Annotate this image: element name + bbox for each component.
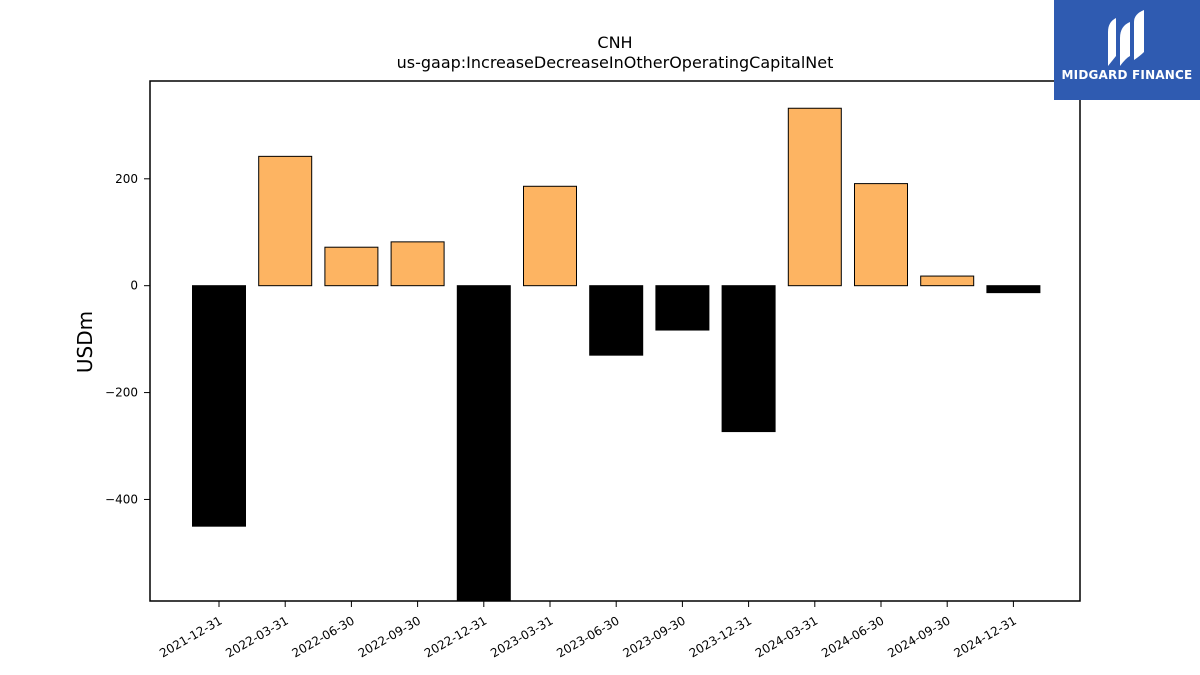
x-tick-label: 2023-03-31 (488, 613, 555, 660)
x-tick-label: 2024-09-30 (885, 613, 952, 660)
x-tick-label: 2022-12-31 (422, 613, 489, 660)
x-tick-label: 2022-09-30 (356, 613, 423, 660)
bar-2022-12-31 (456, 285, 511, 602)
x-tick-label: 2022-06-30 (289, 613, 356, 660)
x-tick-label: 2021-12-31 (157, 613, 224, 660)
bar-2022-03-31 (258, 155, 313, 287)
bar-2022-06-30 (324, 246, 379, 287)
y-axis-label: USDm (73, 311, 97, 373)
bar-2023-03-31 (523, 185, 577, 287)
y-axis-ticks: −400 −200 0 200 (105, 172, 150, 506)
brand-logo-text: MIDGARD FINANCE (1061, 68, 1193, 82)
x-tick-label: 2022-03-31 (223, 613, 290, 660)
bar-2024-06-30 (854, 183, 908, 287)
bar-2024-12-31 (986, 285, 1041, 294)
y-tick-label: 200 (115, 172, 138, 186)
x-tick-label: 2024-03-31 (753, 613, 820, 660)
bar-2024-03-31 (787, 107, 842, 287)
x-tick-label: 2023-09-30 (620, 613, 687, 660)
y-tick-label: −400 (105, 492, 138, 506)
chart-subtitle: us-gaap:IncreaseDecreaseInOtherOperating… (397, 53, 834, 72)
x-tick-label: 2024-12-31 (951, 613, 1018, 660)
x-tick-label: 2023-06-30 (554, 613, 621, 660)
x-axis-ticks: 2021-12-312022-03-312022-06-302022-09-30… (157, 601, 1019, 660)
x-tick-label: 2023-12-31 (687, 613, 754, 660)
chart-title: CNH (597, 33, 632, 52)
midgard-logo-icon (1108, 10, 1144, 66)
bar-2023-06-30 (589, 285, 644, 356)
y-tick-label: 0 (130, 279, 138, 293)
plot-frame (149, 80, 1081, 602)
brand-logo: MIDGARD FINANCE (1054, 0, 1200, 100)
y-tick-label: −200 (105, 386, 138, 400)
bar-2023-12-31 (721, 285, 776, 433)
bar-2024-09-30 (920, 275, 975, 287)
bar-2021-12-31 (192, 285, 246, 527)
bars-group (192, 107, 1041, 602)
bar-2023-09-30 (655, 285, 710, 331)
x-tick-label: 2024-06-30 (819, 613, 886, 660)
bar-2022-09-30 (390, 241, 445, 287)
